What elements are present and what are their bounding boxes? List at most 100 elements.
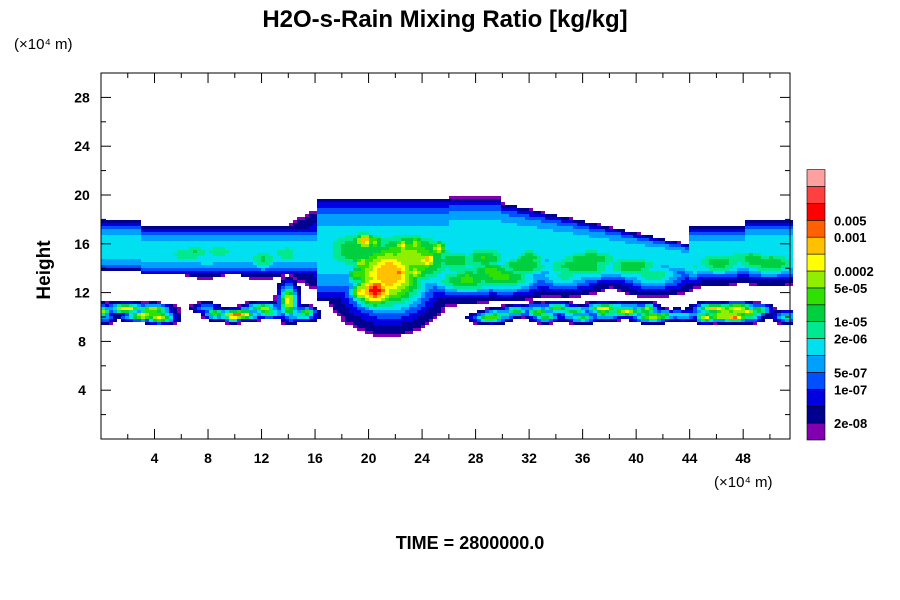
- field-cell: [457, 265, 461, 268]
- field-cell: [365, 271, 369, 274]
- field-cell: [437, 229, 441, 232]
- field-cell: [625, 268, 629, 271]
- field-cell: [641, 259, 645, 262]
- field-cell: [729, 283, 733, 286]
- field-cell: [569, 265, 573, 268]
- field-cell: [461, 199, 465, 202]
- field-cell: [453, 253, 457, 256]
- field-cell: [589, 301, 593, 304]
- field-cell: [581, 226, 585, 229]
- field-cell: [153, 259, 157, 262]
- field-cell: [137, 262, 141, 265]
- field-cell: [353, 313, 357, 316]
- field-cell: [441, 310, 445, 313]
- field-cell: [469, 238, 473, 241]
- field-cell: [133, 316, 137, 319]
- field-cell: [501, 208, 505, 211]
- field-cell: [481, 295, 485, 298]
- field-cell: [589, 265, 593, 268]
- field-cell: [237, 304, 241, 307]
- field-cell: [649, 301, 653, 304]
- field-cell: [637, 232, 641, 235]
- field-cell: [577, 310, 581, 313]
- field-cell: [209, 256, 213, 259]
- field-cell: [553, 223, 557, 226]
- field-cell: [553, 265, 557, 268]
- field-cell: [465, 292, 469, 295]
- field-cell: [409, 274, 413, 277]
- field-cell: [433, 265, 437, 268]
- field-cell: [465, 268, 469, 271]
- field-cell: [289, 286, 293, 289]
- field-cell: [569, 313, 573, 316]
- field-cell: [629, 271, 633, 274]
- field-cell: [497, 283, 501, 286]
- field-cell: [529, 289, 533, 292]
- field-cell: [469, 259, 473, 262]
- field-cell: [669, 289, 673, 292]
- field-cell: [349, 265, 353, 268]
- field-cell: [357, 244, 361, 247]
- field-cell: [677, 277, 681, 280]
- field-cell: [245, 256, 249, 259]
- field-cell: [541, 226, 545, 229]
- field-cell: [461, 298, 465, 301]
- field-cell: [501, 313, 505, 316]
- field-cell: [417, 250, 421, 253]
- field-cell: [381, 295, 385, 298]
- field-cell: [429, 295, 433, 298]
- field-cell: [765, 241, 769, 244]
- field-cell: [569, 250, 573, 253]
- field-cell: [585, 253, 589, 256]
- field-cell: [173, 226, 177, 229]
- field-cell: [149, 238, 153, 241]
- field-cell: [317, 250, 321, 253]
- field-cell: [353, 307, 357, 310]
- field-cell: [505, 205, 509, 208]
- field-cell: [357, 292, 361, 295]
- field-cell: [285, 295, 289, 298]
- field-cell: [257, 307, 261, 310]
- field-cell: [773, 241, 777, 244]
- field-cell: [425, 280, 429, 283]
- field-cell: [737, 274, 741, 277]
- field-cell: [297, 217, 301, 220]
- field-cell: [405, 250, 409, 253]
- field-cell: [281, 286, 285, 289]
- field-cell: [637, 235, 641, 238]
- field-cell: [493, 277, 497, 280]
- field-cell: [513, 232, 517, 235]
- field-cell: [225, 241, 229, 244]
- field-cell: [165, 313, 169, 316]
- field-cell: [521, 220, 525, 223]
- field-cell: [701, 310, 705, 313]
- field-cell: [449, 220, 453, 223]
- field-cell: [525, 238, 529, 241]
- field-cell: [277, 235, 281, 238]
- field-cell: [373, 268, 377, 271]
- field-cell: [617, 283, 621, 286]
- field-cell: [617, 286, 621, 289]
- field-cell: [541, 274, 545, 277]
- field-cell: [397, 226, 401, 229]
- field-cell: [505, 286, 509, 289]
- field-cell: [389, 259, 393, 262]
- field-cell: [517, 298, 521, 301]
- field-cell: [393, 208, 397, 211]
- field-cell: [521, 277, 525, 280]
- field-cell: [685, 265, 689, 268]
- field-cell: [765, 310, 769, 313]
- field-cell: [321, 229, 325, 232]
- field-cell: [641, 271, 645, 274]
- field-cell: [565, 283, 569, 286]
- field-cell: [473, 295, 477, 298]
- field-cell: [305, 244, 309, 247]
- field-cell: [701, 232, 705, 235]
- field-cell: [597, 250, 601, 253]
- field-cell: [541, 277, 545, 280]
- field-cell: [513, 250, 517, 253]
- field-cell: [637, 256, 641, 259]
- field-cell: [657, 271, 661, 274]
- field-cell: [189, 304, 193, 307]
- field-cell: [449, 277, 453, 280]
